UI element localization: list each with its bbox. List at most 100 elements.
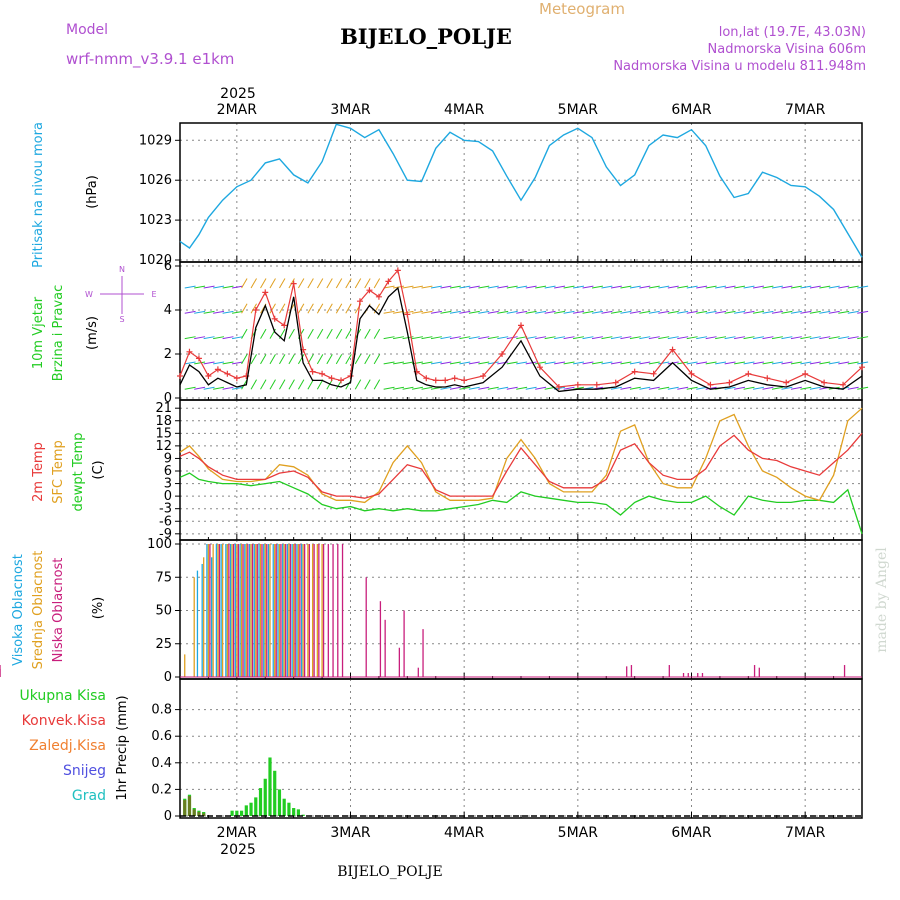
gust-point <box>186 348 193 355</box>
gust-point <box>802 370 809 377</box>
precip-ytick-label: 0.2 <box>151 782 172 797</box>
temp-ytick-label: 6 <box>164 464 172 479</box>
wind-arrow <box>525 336 537 340</box>
wind-arrow <box>781 336 793 340</box>
compass-e: E <box>151 290 156 299</box>
wind-arrow <box>497 386 509 390</box>
precip-ytick-label: 0.8 <box>151 703 172 718</box>
wind-arrow <box>535 386 547 390</box>
wind-arrow <box>800 361 812 365</box>
pressure-ytick-label: 1020 <box>139 253 172 268</box>
wind-arrow <box>364 328 371 339</box>
wind-arrow <box>847 285 859 289</box>
sfc-temp-line <box>179 407 863 504</box>
wind-arrow <box>250 354 257 365</box>
top-year-label: 2025 <box>220 86 256 102</box>
wind-arrow <box>411 386 423 390</box>
wind-arrow <box>307 328 314 339</box>
wind-arrow <box>478 361 490 365</box>
gust-point <box>461 377 468 384</box>
wind-arrow <box>402 285 414 289</box>
cloud-ytick-label: 50 <box>155 604 172 619</box>
temp-ylabel-2m: 2m Temp <box>31 442 46 502</box>
gust-point <box>442 377 449 384</box>
wind-arrow <box>194 310 206 314</box>
wind-arrow <box>203 310 215 314</box>
wind-arrow <box>734 336 746 340</box>
temp-ytick-label: -6 <box>159 514 172 529</box>
gust-point <box>366 287 373 294</box>
wind-arrow <box>667 310 679 314</box>
rain-bar <box>292 808 296 816</box>
wind-arrow <box>402 361 414 365</box>
wind-arrow <box>734 386 746 390</box>
wind-arrow <box>696 336 708 340</box>
compass-icon: N W E S <box>85 265 156 324</box>
wind-arrow <box>364 278 371 289</box>
wind-arrow <box>326 328 333 339</box>
rain-bar <box>258 788 263 816</box>
wind-arrow <box>677 310 689 314</box>
precip-panel: 0 0.2 0.4 0.6 0.8 <box>151 678 863 824</box>
wind-arrow <box>819 361 831 365</box>
wind-arrow <box>232 285 244 289</box>
wind-arrow <box>734 285 746 289</box>
wind-arrow <box>222 386 234 390</box>
wind-arrow <box>383 336 395 340</box>
wind-arrow <box>354 278 362 289</box>
rain-bar <box>296 809 301 816</box>
wind-arrow <box>781 285 793 289</box>
wind-arrow <box>743 386 755 390</box>
bottom-day-label: 2MAR <box>217 825 258 841</box>
wind-arrow <box>857 336 869 340</box>
pressure-unit: (hPa) <box>85 175 100 209</box>
wind-arrow <box>591 285 603 289</box>
wind-arrow <box>639 361 651 365</box>
wind-arrow <box>269 303 276 314</box>
wind-arrow <box>648 361 660 365</box>
wind-arrow <box>535 336 547 340</box>
wind-arrow <box>610 386 622 390</box>
wind-arrow <box>288 354 295 365</box>
wind-arrow <box>734 361 746 365</box>
cloud-panel: 0 25 50 75 100 <box>0 537 863 685</box>
wind-arrow <box>449 336 461 340</box>
gust-point <box>233 375 240 382</box>
wind-arrow <box>393 386 405 390</box>
wind-arrow <box>629 310 641 314</box>
wind-arrow <box>383 386 395 390</box>
wind-arrow <box>440 361 452 365</box>
wind-arrow <box>573 285 585 289</box>
wind-panel: 0 2 4 6 <box>164 259 869 406</box>
wind-arrow <box>762 361 774 365</box>
wind-arrow <box>307 379 314 390</box>
wind-arrow <box>610 285 622 289</box>
wind-arrow <box>781 386 793 390</box>
wind-arrow <box>478 386 490 390</box>
wind-arrow <box>421 285 433 289</box>
wind-arrow <box>686 285 698 289</box>
wind-arrow <box>468 285 480 289</box>
gust-point <box>631 368 638 375</box>
gust-point <box>612 379 619 386</box>
wind-arrow <box>563 386 575 390</box>
wind-arrow <box>828 285 840 289</box>
cloud-ytick-label: 0 <box>164 670 172 685</box>
gust-point <box>177 373 183 379</box>
temp-unit: (C) <box>91 460 106 479</box>
gust-point <box>328 375 335 382</box>
wind-arrow <box>250 303 257 314</box>
wind-arrow <box>771 386 783 390</box>
wind-arrow <box>345 328 352 339</box>
coords-label: lon,lat (19.7E, 43.03N) <box>719 25 866 40</box>
wind-arrow <box>316 354 324 365</box>
wind-arrow <box>677 285 689 289</box>
precip-ytick-label: 0.6 <box>151 729 172 744</box>
wind-arrow <box>194 386 206 390</box>
watermark: made by Angel <box>874 547 890 653</box>
wind-arrow <box>506 361 518 365</box>
wind-arrow <box>316 379 324 390</box>
wind-arrow <box>478 285 490 289</box>
wind-arrow <box>544 336 556 340</box>
